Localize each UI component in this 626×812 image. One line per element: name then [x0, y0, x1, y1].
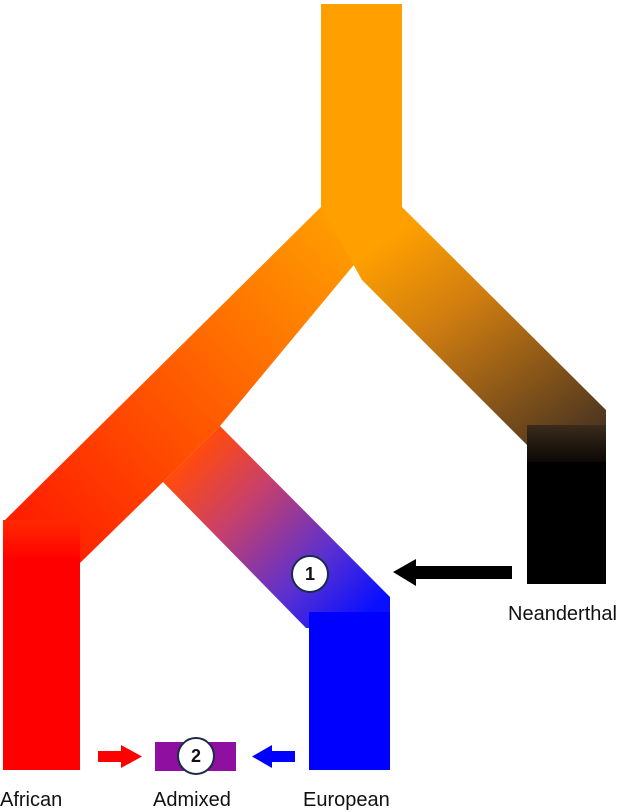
introgression-event-marker: 1 [291, 555, 329, 593]
african-to-admixed-arrow [98, 745, 142, 768]
european-label: European [303, 789, 390, 811]
african-label: African [0, 789, 63, 811]
neanderthal-lineage [527, 462, 606, 584]
modern-human-branch [3, 207, 402, 563]
european-branch [163, 426, 390, 628]
admixed-label: Admixed [153, 789, 231, 811]
european-lineage [309, 612, 390, 770]
admixture-event-marker: 2 [177, 737, 215, 775]
ancestral-trunk [321, 4, 402, 216]
european-to-admixed-arrow [252, 745, 295, 768]
neanderthal-introgression-arrow [393, 559, 512, 586]
african-fade-band [3, 520, 80, 562]
neanderthal-branch [321, 207, 606, 445]
african-lineage [3, 560, 80, 770]
neanderthal-label: Neanderthal [508, 603, 617, 625]
